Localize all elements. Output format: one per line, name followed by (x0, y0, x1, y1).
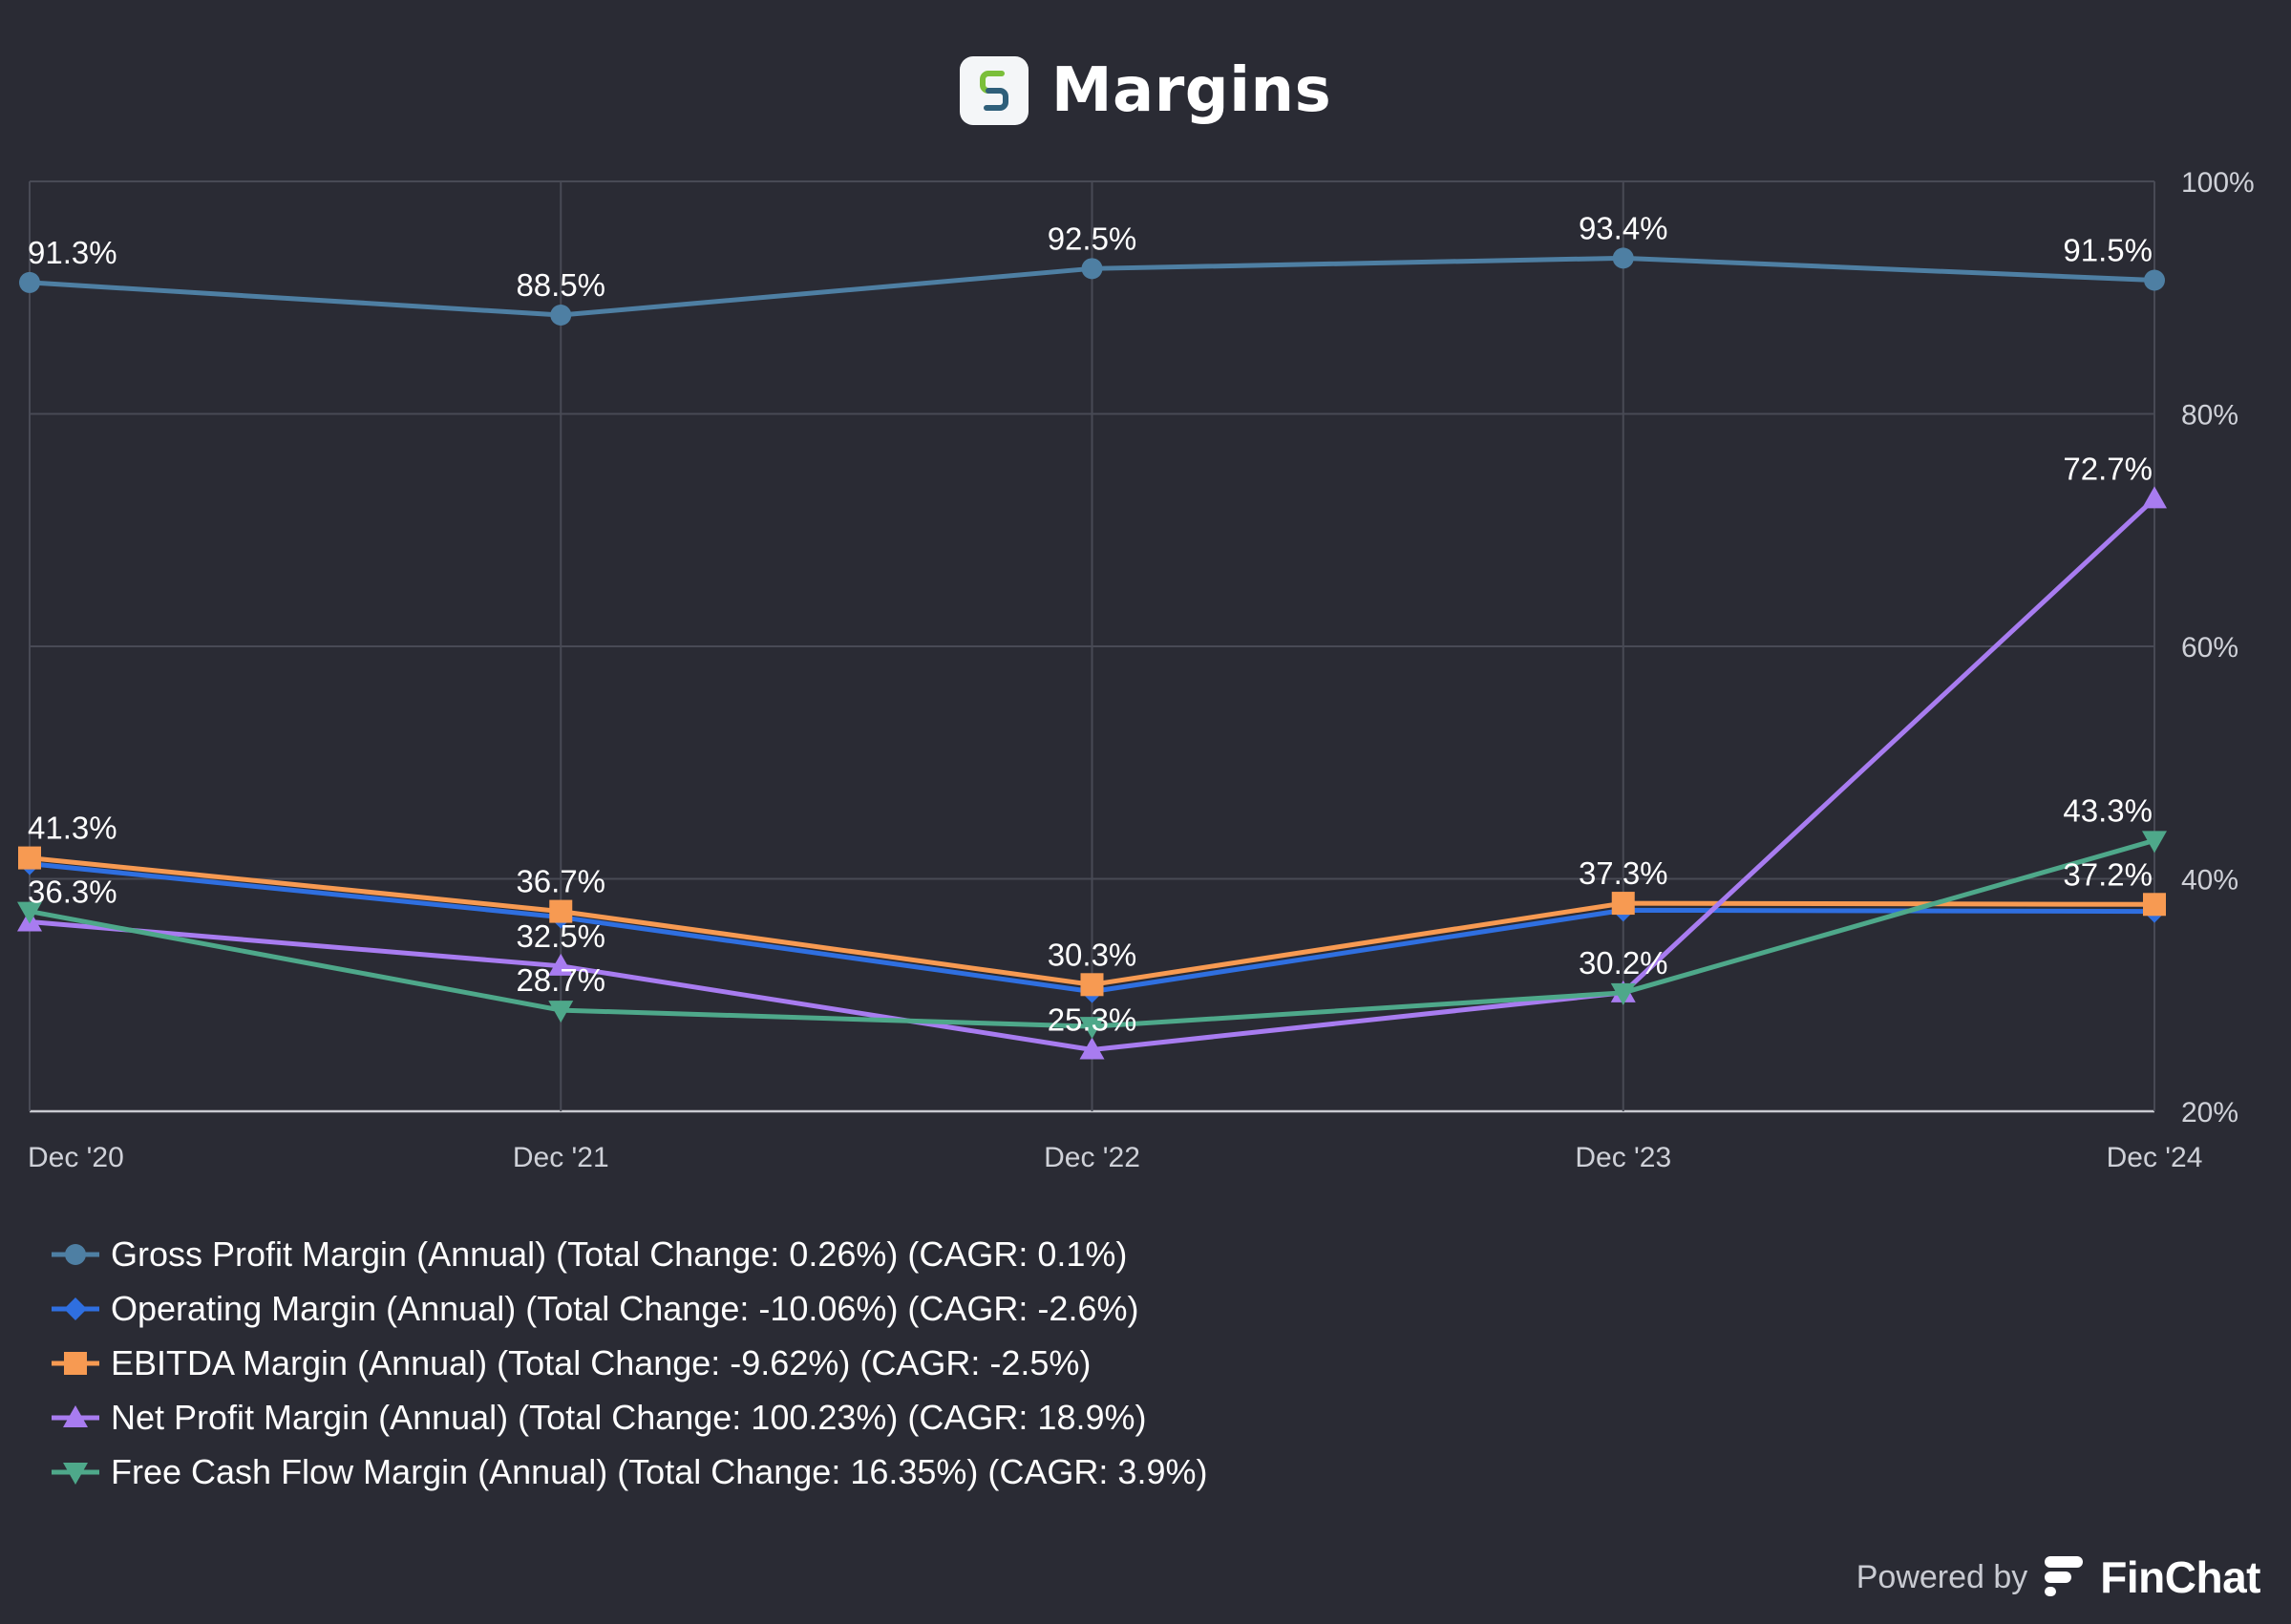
legend-label: Net Profit Margin (Annual) (Total Change… (111, 1397, 1147, 1437)
x-tick-label: Dec '21 (513, 1142, 609, 1173)
data-label: 88.5% (516, 267, 605, 303)
data-label: 41.3% (28, 811, 117, 846)
legend-swatch-icon (52, 1404, 99, 1427)
legend-label: Free Cash Flow Margin (Annual) (Total Ch… (111, 1451, 1208, 1491)
data-point (2143, 893, 2166, 917)
data-label: 36.3% (28, 875, 117, 910)
chart-title: Margins (1050, 55, 1332, 126)
x-tick-label: Dec '20 (28, 1142, 124, 1173)
x-tick-label: Dec '23 (1575, 1142, 1671, 1173)
y-tick-label: 80% (2181, 400, 2238, 432)
y-tick-label: 40% (2181, 865, 2238, 896)
data-point (548, 953, 574, 976)
legend-item[interactable]: Net Profit Margin (Annual) (Total Change… (50, 1390, 1769, 1445)
data-point (1612, 247, 1634, 269)
chart-legend: Gross Profit Margin (Annual) (Total Chan… (50, 1227, 1769, 1499)
legend-item[interactable]: Free Cash Flow Margin (Annual) (Total Ch… (50, 1445, 1769, 1499)
chart-data-labels: 91.3% 88.5% 92.5% 93.4% 91.5% 41.3% 36.7% 30.3%… (28, 210, 2153, 1037)
data-point (18, 846, 41, 870)
data-point (17, 901, 42, 924)
data-label: 30.3% (1048, 937, 1137, 972)
series-3 (17, 486, 2167, 1060)
legend-label: EBITDA Margin (Annual) (Total Change: -9… (111, 1342, 1092, 1382)
data-label: 30.2% (1579, 945, 1668, 981)
y-tick-label: 20% (2181, 1097, 2238, 1128)
finchat-logo-icon (2041, 1552, 2087, 1603)
legend-swatch-icon (52, 1351, 99, 1375)
data-point (549, 899, 573, 923)
powered-by-text: Powered by (1856, 1558, 2028, 1595)
data-point (2142, 486, 2167, 509)
finchat-brand-name: FinChat (2100, 1552, 2260, 1602)
legend-label: Gross Profit Margin (Annual) (Total Chan… (111, 1234, 1128, 1274)
data-label: 72.7% (2063, 451, 2153, 486)
s-logo-icon (959, 56, 1029, 125)
legend-swatch-icon (52, 1297, 99, 1320)
series-0 (19, 247, 2165, 327)
data-point (1079, 1017, 1105, 1040)
data-point (548, 1001, 574, 1023)
data-label: 93.4% (1579, 210, 1668, 245)
x-tick-label: Dec '24 (2107, 1142, 2203, 1173)
data-label: 25.3% (1048, 1002, 1137, 1037)
data-point (1080, 973, 1104, 997)
chart-header: Margins (0, 48, 2291, 134)
data-label: 36.7% (516, 864, 605, 899)
legend-swatch-icon (52, 1243, 99, 1265)
data-point (550, 305, 572, 327)
data-point (1610, 982, 1636, 1005)
x-tick-label: Dec '22 (1044, 1142, 1140, 1173)
data-label: 37.3% (1579, 855, 1668, 891)
data-label: 92.5% (1048, 221, 1137, 256)
legend-item[interactable]: Gross Profit Margin (Annual) (Total Chan… (50, 1227, 1769, 1281)
y-tick-label: 60% (2181, 632, 2238, 664)
data-point (1079, 1037, 1105, 1060)
series-4 (17, 831, 2167, 1040)
y-tick-label: 100% (2181, 167, 2255, 199)
data-point (1081, 258, 1103, 280)
legend-swatch-icon (52, 1462, 99, 1485)
data-point (1611, 892, 1635, 916)
data-label: 37.2% (2063, 856, 2153, 892)
legend-label: Operating Margin (Annual) (Total Change:… (111, 1288, 1139, 1328)
powered-by-finchat[interactable]: Powered by FinChat (1856, 1551, 2261, 1603)
data-point (2142, 831, 2167, 854)
data-point (19, 271, 40, 293)
data-label: 91.5% (2063, 232, 2153, 267)
data-label: 91.3% (28, 235, 117, 270)
data-label: 32.5% (516, 918, 605, 954)
chart-axes: 20% 40% 60% 80% 100% Dec '20 Dec '21 Dec '22 Dec… (28, 167, 2255, 1173)
data-label: 43.3% (2063, 792, 2153, 828)
legend-item[interactable]: EBITDA Margin (Annual) (Total Change: -9… (50, 1336, 1769, 1390)
data-label: 28.7% (516, 962, 605, 998)
data-point (2144, 269, 2165, 291)
chart-series (17, 247, 2167, 1060)
legend-item[interactable]: Operating Margin (Annual) (Total Change:… (50, 1281, 1769, 1336)
series-2 (18, 846, 2166, 997)
